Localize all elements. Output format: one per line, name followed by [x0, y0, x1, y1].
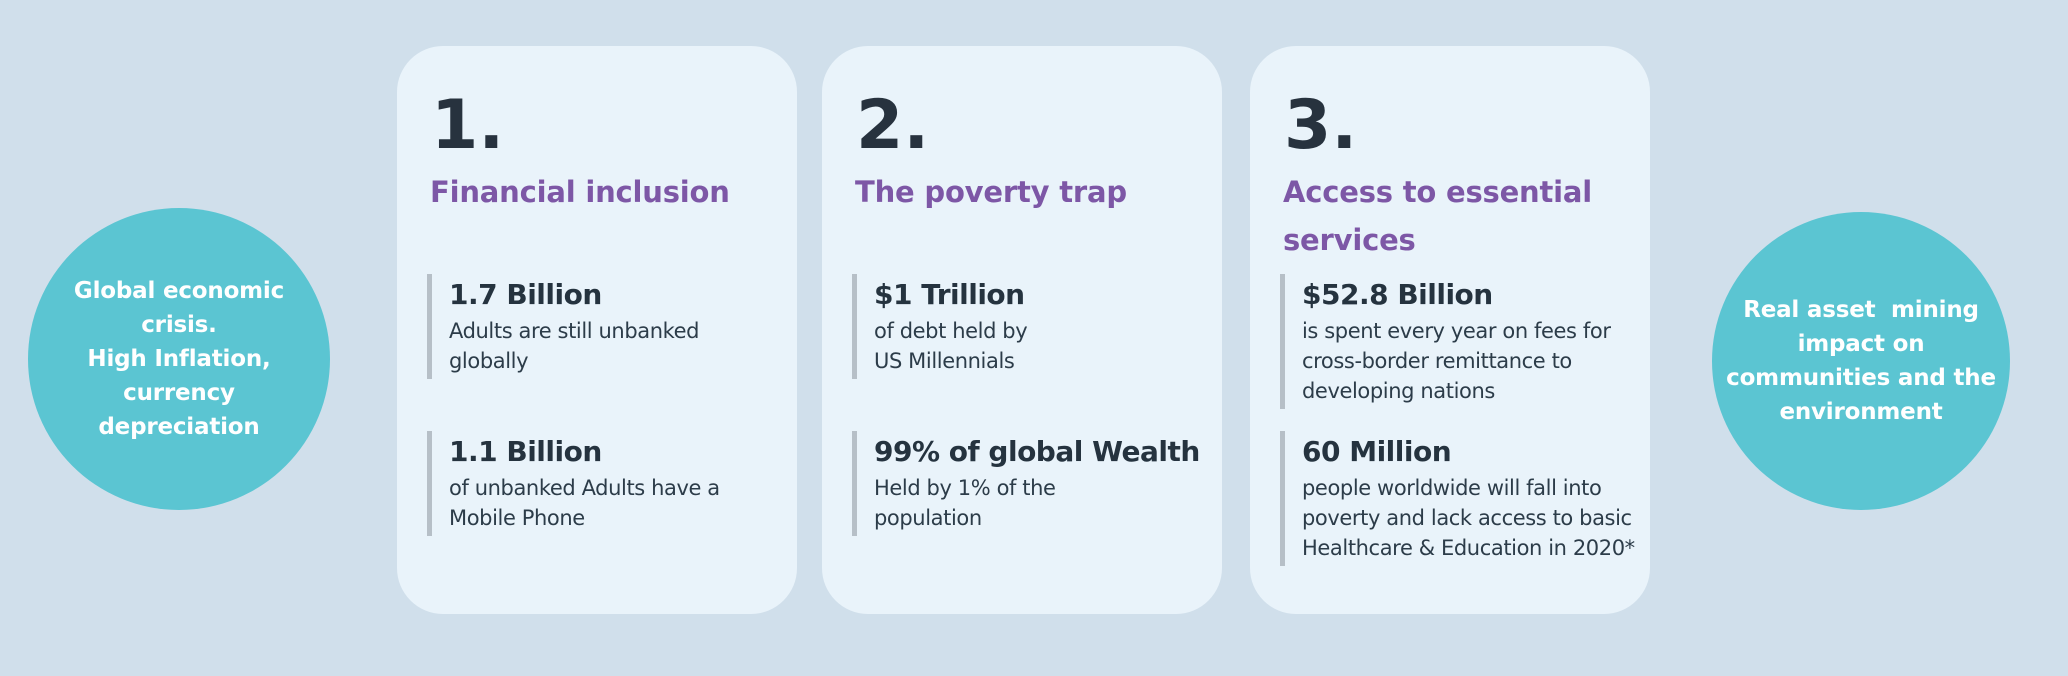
stat-description: of unbanked Adults have a Mobile Phone [449, 476, 720, 530]
stat-block: $52.8 Billion is spent every year on fee… [1280, 274, 1611, 409]
card-financial-inclusion: 1. Financial inclusion 1.7 Billion Adult… [397, 46, 797, 614]
stat-value: 60 Million [1302, 435, 1452, 468]
stat-description: people worldwide will fall into poverty … [1302, 476, 1635, 560]
card-essential-services: 3. Access to essential services $52.8 Bi… [1250, 46, 1650, 614]
card-number: 2. [856, 86, 930, 165]
stat-value: 1.7 Billion [449, 278, 602, 311]
stat-value: 99% of global Wealth [874, 435, 1200, 468]
stat-block: 1.1 Billion of unbanked Adults have a Mo… [427, 431, 720, 536]
stat-description: of debt held by US Millennials [874, 319, 1028, 373]
stat-description: Held by 1% of the population [874, 476, 1056, 530]
stat-block: 1.7 Billion Adults are still unbanked gl… [427, 274, 700, 379]
global-crisis-circle: Global economic crisis. High Inflation, … [28, 208, 330, 510]
stat-value: $52.8 Billion [1302, 278, 1493, 311]
stat-value: 1.1 Billion [449, 435, 602, 468]
stat-value: $1 Trillion [874, 278, 1025, 311]
mining-impact-circle-text: Real asset mining impact on communities … [1726, 297, 1996, 425]
stat-block: 99% of global Wealth Held by 1% of the p… [852, 431, 1200, 536]
card-poverty-trap: 2. The poverty trap $1 Trillion of debt … [822, 46, 1222, 614]
card-title: The poverty trap [855, 175, 1127, 209]
stat-description: Adults are still unbanked globally [449, 319, 700, 373]
stat-block: $1 Trillion of debt held by US Millennia… [852, 274, 1028, 379]
card-title: Access to essential services [1283, 175, 1593, 257]
card-number: 3. [1284, 86, 1358, 165]
card-title: Financial inclusion [430, 175, 730, 209]
stat-block: 60 Million people worldwide will fall in… [1280, 431, 1635, 566]
global-crisis-circle-text: Global economic crisis. High Inflation, … [73, 278, 285, 440]
mining-impact-circle: Real asset mining impact on communities … [1712, 212, 2010, 510]
card-number: 1. [431, 86, 505, 165]
stat-description: is spent every year on fees for cross-bo… [1302, 319, 1611, 403]
